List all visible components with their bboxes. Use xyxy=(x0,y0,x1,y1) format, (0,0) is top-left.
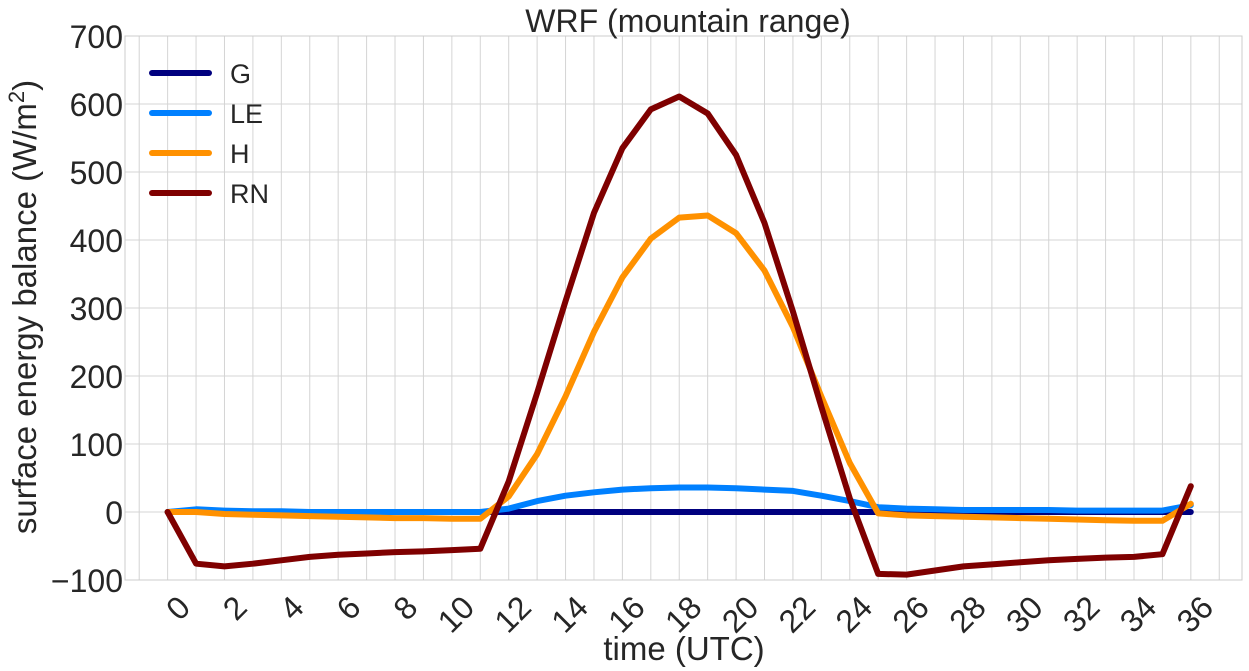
y-axis-label: surface energy balance (W/m2) xyxy=(4,80,44,534)
x-tick-label: 10 xyxy=(431,589,482,640)
y-tick-label: −100 xyxy=(51,563,123,599)
y-tick-label: 500 xyxy=(70,155,123,191)
series-line-h xyxy=(164,212,1194,524)
y-tick-label: 600 xyxy=(70,87,123,123)
grid-lines xyxy=(125,35,1242,581)
legend-label-h: H xyxy=(230,139,250,169)
legend-label-g: G xyxy=(230,59,251,89)
x-tick-label: 8 xyxy=(386,589,424,627)
x-tick-label: 14 xyxy=(544,589,595,640)
x-tick-label: 6 xyxy=(329,589,367,627)
x-tick-label: 34 xyxy=(1113,589,1164,640)
x-tick-label: 36 xyxy=(1170,589,1221,640)
plot-frame xyxy=(124,35,1243,581)
x-tick-label: 26 xyxy=(885,589,936,640)
y-tick-labels: −100 0 100 200 300 400 500 600 700 xyxy=(51,19,123,599)
chart-title: WRF (mountain range) xyxy=(525,3,850,39)
legend: G LE H RN xyxy=(149,59,269,209)
series-line-le xyxy=(164,484,1194,515)
x-tick-label: 0 xyxy=(159,589,197,627)
legend-label-rn: RN xyxy=(230,179,269,209)
x-tick-label: 32 xyxy=(1056,589,1107,640)
x-tick-label: 30 xyxy=(999,589,1050,640)
x-tick-label: 12 xyxy=(487,589,538,640)
x-axis-label: time (UTC) xyxy=(603,630,764,667)
x-tick-label: 22 xyxy=(772,589,823,640)
y-tick-label: 0 xyxy=(105,495,123,531)
y-tick-label: 200 xyxy=(70,359,123,395)
x-tick-label: 24 xyxy=(829,589,880,640)
x-tick-label: 28 xyxy=(942,589,993,640)
series-line-rn xyxy=(164,93,1194,578)
legend-label-le: LE xyxy=(230,99,263,129)
x-tick-label: 4 xyxy=(273,589,311,627)
y-tick-label: 400 xyxy=(70,223,123,259)
series-lines xyxy=(164,93,1194,578)
y-axis-label-close: ) xyxy=(6,80,43,91)
x-tick-label: 2 xyxy=(216,589,254,627)
y-axis-label-superscript: 2 xyxy=(4,91,29,103)
y-axis-label-text: surface energy balance (W/m xyxy=(6,103,43,534)
y-tick-label: 100 xyxy=(70,427,123,463)
y-tick-label: 700 xyxy=(70,19,123,55)
y-tick-label: 300 xyxy=(70,291,123,327)
